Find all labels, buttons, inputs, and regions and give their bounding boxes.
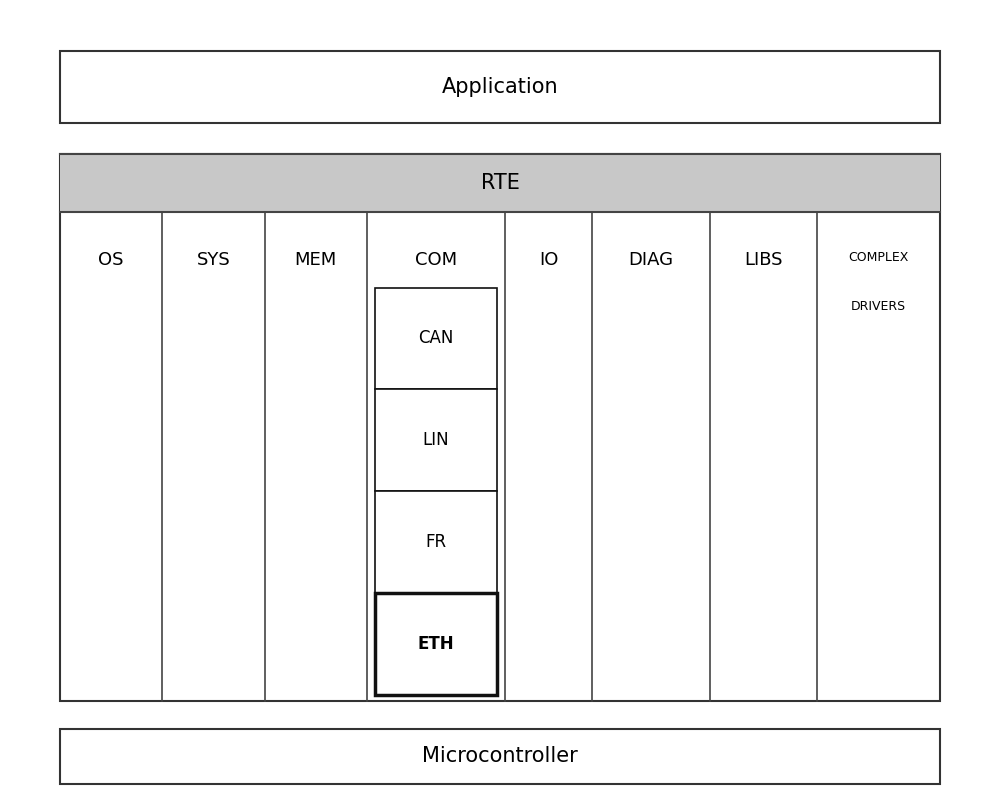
FancyBboxPatch shape	[60, 154, 940, 701]
Text: COMPLEX: COMPLEX	[848, 251, 909, 264]
FancyBboxPatch shape	[375, 491, 497, 593]
Text: Microcontroller: Microcontroller	[422, 746, 578, 767]
Text: CAN: CAN	[418, 329, 454, 348]
FancyBboxPatch shape	[60, 51, 940, 123]
Text: Application: Application	[442, 77, 558, 97]
Text: LIN: LIN	[423, 431, 449, 449]
Text: RTE: RTE	[481, 173, 519, 193]
Text: FR: FR	[425, 533, 447, 551]
FancyBboxPatch shape	[60, 729, 940, 784]
FancyBboxPatch shape	[375, 287, 497, 390]
Text: DIAG: DIAG	[628, 251, 673, 269]
Text: IO: IO	[539, 251, 558, 269]
Text: SYS: SYS	[197, 251, 230, 269]
Text: MEM: MEM	[295, 251, 337, 269]
Text: LIBS: LIBS	[744, 251, 783, 269]
Text: ETH: ETH	[418, 634, 454, 653]
FancyBboxPatch shape	[375, 390, 497, 491]
Text: COM: COM	[415, 251, 457, 269]
Text: DRIVERS: DRIVERS	[851, 300, 906, 313]
FancyBboxPatch shape	[60, 154, 940, 211]
FancyBboxPatch shape	[375, 593, 497, 695]
Text: OS: OS	[98, 251, 124, 269]
